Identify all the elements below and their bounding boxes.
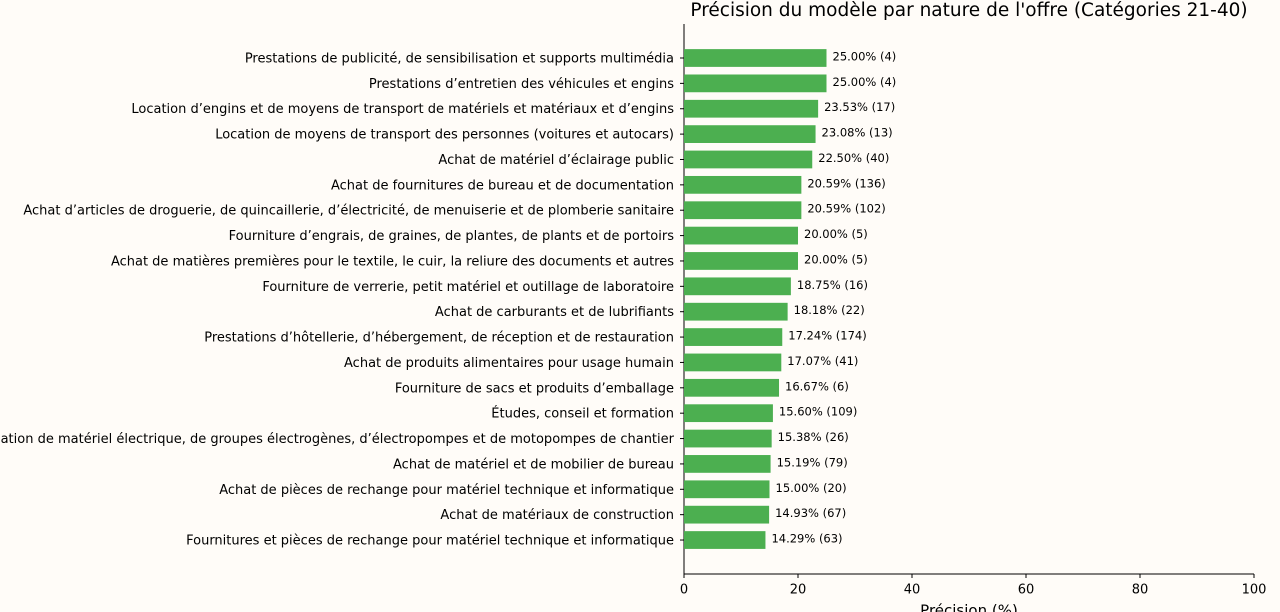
value-label: 15.19% (79) (777, 455, 848, 469)
value-label: 17.24% (174) (788, 329, 866, 343)
bar (684, 455, 771, 473)
chart-title: Précision du modèle par nature de l'offr… (690, 0, 1247, 21)
value-label: 16.67% (6) (785, 379, 849, 393)
value-label: 15.38% (26) (778, 430, 849, 444)
bar (684, 49, 827, 67)
value-label: 15.00% (20) (776, 481, 847, 495)
x-tick-label: 60 (1018, 583, 1035, 598)
bar (684, 505, 770, 524)
y-tick-label: Achat de matériel d’éclairage public (438, 153, 674, 168)
y-tick-label: Fourniture de sacs et produits d’emballa… (395, 381, 674, 396)
y-tick-label: Prestations de publicité, de sensibilisa… (245, 52, 674, 67)
value-label: 22.50% (40) (818, 151, 889, 165)
y-tick-label: Fournitures et pièces de rechange pour m… (186, 534, 674, 549)
value-label: 14.29% (63) (771, 532, 842, 546)
bar (684, 226, 798, 245)
bar (684, 252, 798, 270)
y-tick-label: Achat d’articles de droguerie, de quinca… (23, 204, 674, 219)
bar (684, 531, 766, 549)
y-tick-label: Achat de matériel et de mobilier de bure… (393, 457, 674, 472)
y-tick-label: Achat de matières premières pour le text… (111, 254, 674, 269)
value-label: 15.60% (109) (779, 405, 857, 419)
y-tick-label: Achat de fournitures de bureau et de doc… (331, 178, 674, 193)
bar (684, 277, 791, 296)
y-tick-label: Prestations d’hôtellerie, d’hébergement,… (204, 331, 674, 346)
bar (684, 175, 802, 194)
y-tick-label: Achat de pièces de rechange pour matérie… (219, 483, 674, 498)
bar (684, 99, 819, 118)
y-tick-label: Fourniture d’engrais, de graines, de pla… (229, 229, 675, 244)
x-axis-label: Précision (%) (920, 602, 1018, 612)
y-tick-label: Achat de carburants et de lubrifiants (435, 305, 674, 320)
bar (684, 201, 802, 220)
x-tick-label: 40 (904, 583, 921, 598)
y-tick-label: Achat de produits alimentaires pour usag… (344, 356, 674, 371)
bar (684, 302, 788, 321)
bar (684, 74, 827, 93)
bar (684, 353, 782, 372)
value-label: 25.00% (4) (833, 75, 897, 89)
value-label: 14.93% (67) (775, 506, 846, 520)
value-label: 20.59% (102) (807, 202, 885, 216)
value-label: 17.07% (41) (787, 354, 858, 368)
y-tick-label: Achat de matériaux de construction (440, 508, 674, 523)
x-tick-label: 0 (680, 583, 688, 598)
value-label: 18.18% (22) (794, 303, 865, 317)
x-tick-label: 80 (1132, 583, 1149, 598)
y-tick-label: Location de matériel électrique, de grou… (0, 432, 675, 447)
x-tick-label: 100 (1242, 583, 1267, 598)
value-label: 20.00% (5) (804, 252, 868, 266)
value-label: 23.53% (17) (824, 100, 895, 114)
bar (684, 125, 816, 143)
y-tick-label: Fourniture de verrerie, petit matériel e… (262, 280, 674, 295)
value-label: 25.00% (4) (833, 50, 897, 64)
bar (684, 480, 770, 499)
x-tick-label: 20 (790, 583, 807, 598)
bar (684, 150, 813, 169)
bar (684, 328, 783, 346)
y-tick-label: Prestations d’entretien des véhicules et… (369, 77, 674, 92)
value-label: 18.75% (16) (797, 278, 868, 292)
value-label: 23.08% (13) (822, 126, 893, 140)
bar (684, 404, 773, 423)
value-label: 20.00% (5) (804, 227, 868, 241)
y-tick-label: Location d’engins et de moyens de transp… (131, 102, 674, 117)
y-tick-label: Études, conseil et formation (491, 406, 674, 422)
bar (684, 378, 780, 397)
bar (684, 429, 772, 448)
y-tick-label: Location de moyens de transport des pers… (215, 128, 674, 143)
value-label: 20.59% (136) (807, 176, 885, 190)
